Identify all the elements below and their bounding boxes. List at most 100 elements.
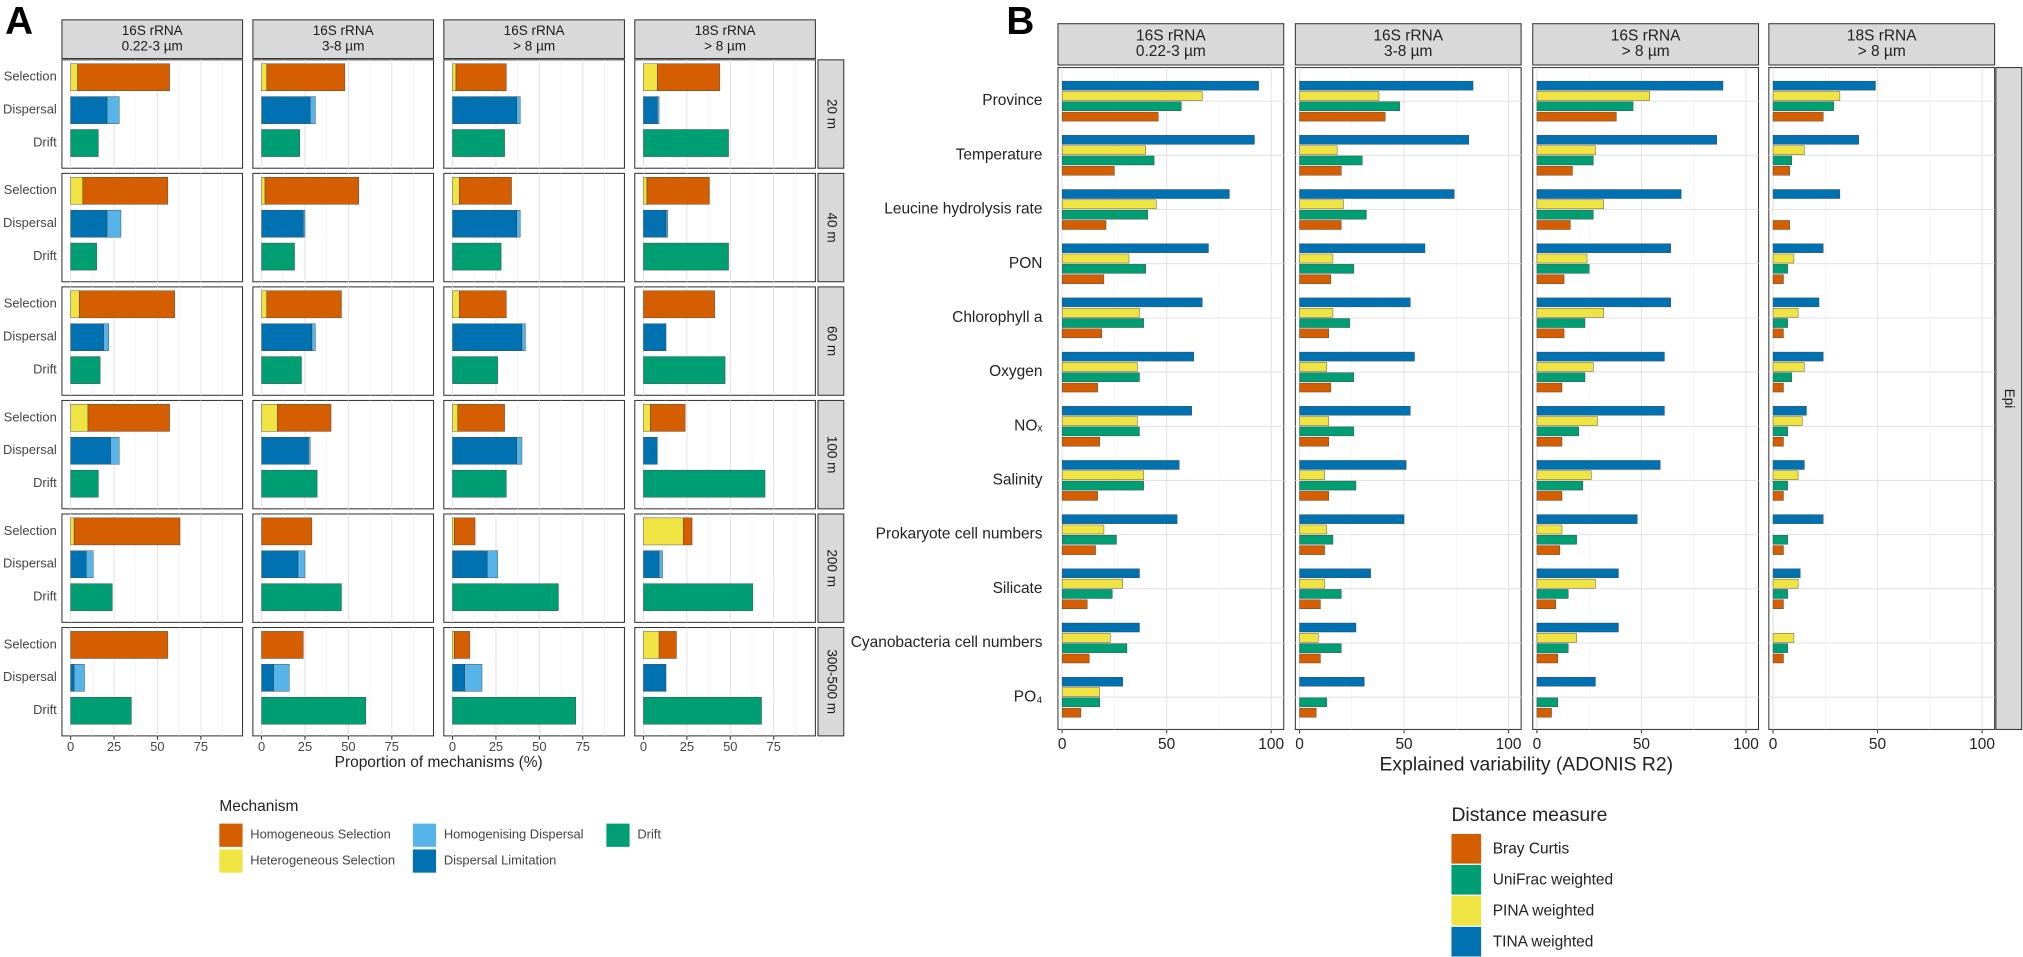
column-strip-label: 0.22-3 µm xyxy=(122,39,183,54)
bar xyxy=(1536,362,1594,372)
bar xyxy=(1299,155,1363,166)
bar-segment xyxy=(261,177,266,205)
bar xyxy=(1536,328,1565,339)
row-strip-label: 300-500 m xyxy=(824,649,839,714)
bar xyxy=(1536,135,1717,145)
x-tick-label: 50 xyxy=(1633,736,1650,753)
x-tick-label: 100 xyxy=(1258,736,1284,753)
x-tick-label: 75 xyxy=(194,739,208,754)
row-strip-label: 200 m xyxy=(824,549,839,587)
facet-strip xyxy=(252,19,435,60)
legend-key xyxy=(1451,895,1482,926)
legend-label: Heterogeneous Selection xyxy=(250,852,395,867)
legend-label: Homogenising Dispersal xyxy=(444,827,584,842)
panel-label: B xyxy=(1006,0,1034,43)
row-strip-label: 60 m xyxy=(824,326,839,356)
bar xyxy=(1061,382,1098,393)
x-tick-label: 0 xyxy=(1295,736,1304,753)
category-label: Chlorophyll a xyxy=(952,309,1043,326)
bar xyxy=(1061,491,1098,501)
category-label: Selection xyxy=(4,182,57,197)
bar xyxy=(1536,568,1619,579)
bar xyxy=(1061,524,1105,535)
bar xyxy=(1772,145,1805,155)
bar xyxy=(1536,599,1556,610)
bar-segment xyxy=(70,129,99,157)
bar xyxy=(1536,514,1638,524)
bar-segment xyxy=(516,209,521,238)
bar xyxy=(1772,328,1784,339)
bar-segment xyxy=(77,63,170,91)
bar xyxy=(1536,697,1559,708)
category-label: Selection xyxy=(4,523,57,538)
bar xyxy=(1772,514,1824,524)
bar-segment xyxy=(82,177,169,205)
bar xyxy=(1772,426,1788,437)
bar-segment xyxy=(70,63,78,91)
bar xyxy=(1061,535,1117,545)
x-tick-label: 100 xyxy=(1969,736,1995,753)
bar-segment xyxy=(643,583,754,611)
category-label: Selection xyxy=(4,69,57,84)
x-tick-label: 50 xyxy=(150,739,164,754)
legend-label: TINA weighted xyxy=(1493,933,1594,950)
bar xyxy=(1061,91,1203,101)
bar xyxy=(1299,416,1329,426)
bar xyxy=(1061,209,1149,220)
bar-segment xyxy=(261,404,278,432)
x-tick-label: 0 xyxy=(449,739,456,754)
bar-segment xyxy=(70,290,80,319)
category-label: Dispersal xyxy=(3,669,57,684)
facet-panel xyxy=(1294,67,1522,730)
x-tick-label: 75 xyxy=(385,739,399,754)
bar xyxy=(1061,416,1138,426)
bar xyxy=(1536,416,1598,426)
bar-segment xyxy=(452,323,523,351)
legend-key xyxy=(1451,864,1482,895)
bar xyxy=(1772,416,1803,426)
category-label: PON xyxy=(1009,255,1043,272)
bar-segment xyxy=(643,696,762,725)
bar xyxy=(1536,264,1590,274)
facet-strip xyxy=(817,172,845,283)
bar xyxy=(1299,253,1334,264)
bar xyxy=(1536,372,1586,382)
bar-segment xyxy=(266,63,346,91)
bar-segment xyxy=(452,356,498,384)
x-tick-label: 50 xyxy=(723,739,737,754)
column-strip-label: 16S rRNA xyxy=(122,23,183,38)
bar xyxy=(1772,243,1824,253)
bar xyxy=(1061,578,1123,589)
x-axis-title: Proportion of mechanisms (%) xyxy=(335,754,543,771)
bar-segment xyxy=(311,323,316,351)
bar xyxy=(1061,707,1082,718)
bar xyxy=(1299,91,1380,101)
category-label: Drift xyxy=(33,248,57,263)
bar xyxy=(1536,91,1650,101)
legend-label: Homogeneous Selection xyxy=(250,827,390,842)
category-label: Dispersal xyxy=(3,329,57,344)
x-tick-label: 50 xyxy=(1395,736,1412,753)
legend-label: Bray Curtis xyxy=(1493,841,1570,858)
bar-segment xyxy=(457,404,505,432)
category-label: Cyanobacteria cell numbers xyxy=(851,634,1043,651)
legend-key xyxy=(412,823,437,847)
category-label: Drift xyxy=(33,362,57,377)
bar-segment xyxy=(454,517,476,546)
facet-strip xyxy=(1768,23,1996,66)
bar-segment xyxy=(516,437,523,465)
bar xyxy=(1299,568,1371,579)
category-label: Drift xyxy=(33,475,57,490)
bar xyxy=(1299,372,1355,382)
legend-title: Mechanism xyxy=(219,798,298,815)
bar xyxy=(1299,209,1367,220)
bar xyxy=(1299,274,1332,284)
bar xyxy=(1772,101,1834,111)
facet-strip xyxy=(443,19,625,60)
bar xyxy=(1299,491,1329,501)
bar xyxy=(1299,101,1401,111)
bar-segment xyxy=(261,696,366,725)
column-strip-label: 16S rRNA xyxy=(313,23,374,38)
bar-segment xyxy=(521,323,526,351)
bar-segment xyxy=(643,323,667,351)
